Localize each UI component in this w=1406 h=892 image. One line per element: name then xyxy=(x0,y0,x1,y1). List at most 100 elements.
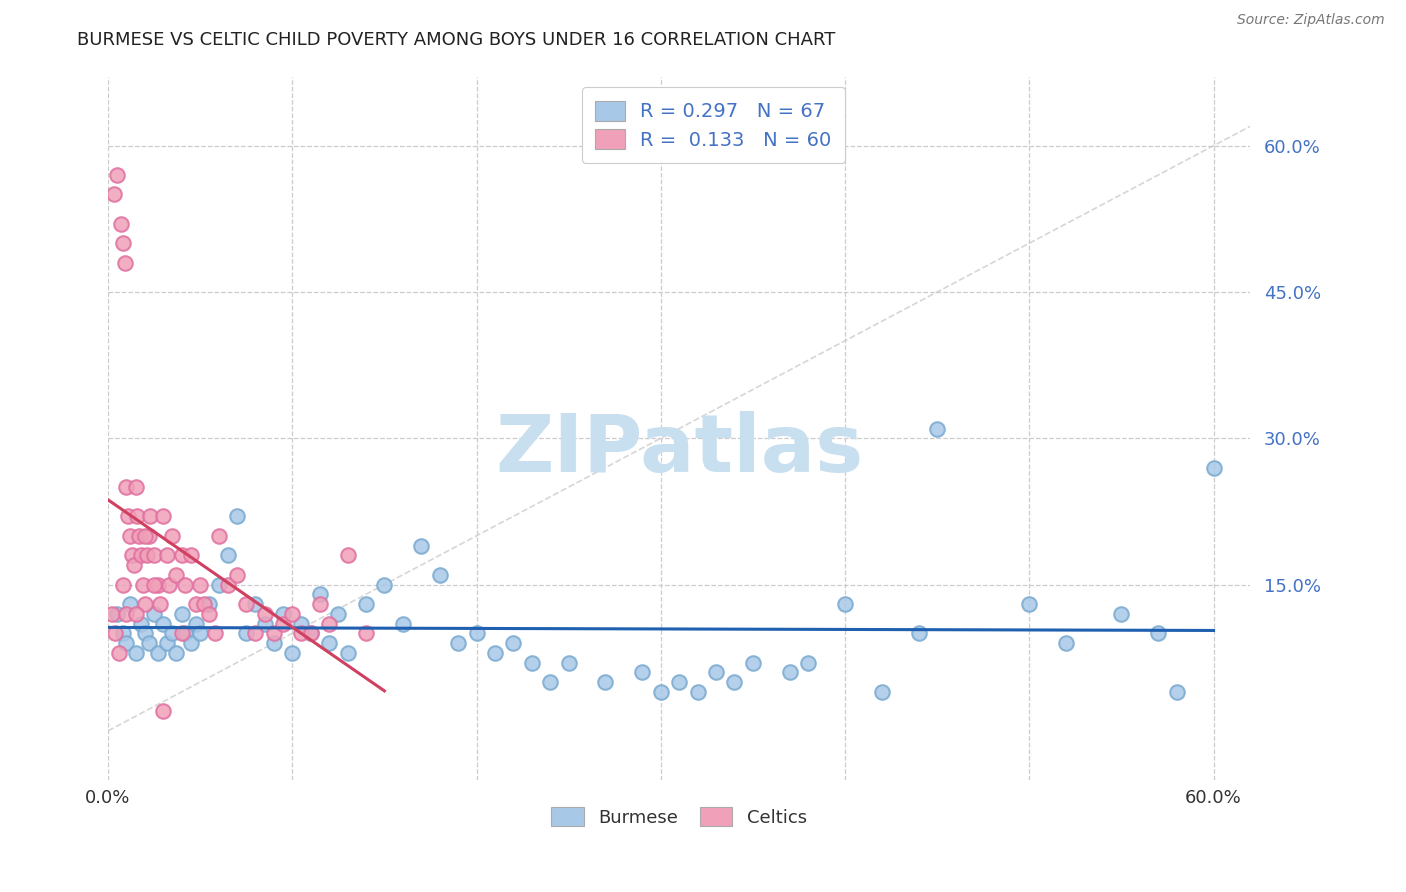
Point xyxy=(290,616,312,631)
Point xyxy=(122,558,145,572)
Point xyxy=(135,549,157,563)
Point xyxy=(207,529,229,543)
Point xyxy=(156,549,179,563)
Point xyxy=(198,607,221,621)
Point xyxy=(174,577,197,591)
Point xyxy=(704,665,727,680)
Point xyxy=(318,636,340,650)
Point xyxy=(1147,626,1170,640)
Text: ZIPatlas: ZIPatlas xyxy=(495,410,863,489)
Point xyxy=(595,675,617,690)
Point xyxy=(157,577,180,591)
Point xyxy=(253,607,276,621)
Point xyxy=(538,675,561,690)
Point xyxy=(336,646,359,660)
Point xyxy=(143,607,166,621)
Point xyxy=(686,685,709,699)
Point xyxy=(138,529,160,543)
Point xyxy=(557,656,579,670)
Point xyxy=(631,665,654,680)
Point xyxy=(156,636,179,650)
Point xyxy=(870,685,893,699)
Point xyxy=(143,549,166,563)
Point xyxy=(103,187,125,202)
Point xyxy=(271,616,294,631)
Point xyxy=(328,607,350,621)
Point xyxy=(271,607,294,621)
Point xyxy=(198,597,221,611)
Point xyxy=(104,626,127,640)
Point xyxy=(117,509,139,524)
Point xyxy=(165,567,187,582)
Point xyxy=(115,636,138,650)
Point xyxy=(152,704,174,718)
Point xyxy=(318,616,340,631)
Point xyxy=(1166,685,1188,699)
Point xyxy=(429,567,451,582)
Point xyxy=(170,607,193,621)
Point xyxy=(124,480,146,494)
Point xyxy=(124,646,146,660)
Point xyxy=(115,480,138,494)
Point xyxy=(309,597,332,611)
Point xyxy=(188,577,211,591)
Point xyxy=(111,577,134,591)
Point xyxy=(281,607,304,621)
Point xyxy=(108,646,131,660)
Point xyxy=(309,587,332,601)
Point xyxy=(502,636,524,650)
Point xyxy=(927,421,949,435)
Point xyxy=(180,549,202,563)
Point xyxy=(127,509,149,524)
Point xyxy=(650,685,672,699)
Point xyxy=(143,577,166,591)
Point xyxy=(235,597,257,611)
Point xyxy=(121,549,143,563)
Point xyxy=(105,607,128,621)
Point xyxy=(207,577,229,591)
Point xyxy=(245,597,267,611)
Point xyxy=(148,597,170,611)
Point xyxy=(354,626,377,640)
Point xyxy=(170,549,193,563)
Point xyxy=(263,636,285,650)
Point xyxy=(188,626,211,640)
Point xyxy=(779,665,801,680)
Point xyxy=(128,529,150,543)
Point xyxy=(162,626,184,640)
Point xyxy=(204,626,226,640)
Point xyxy=(186,616,208,631)
Point xyxy=(170,626,193,640)
Point xyxy=(1018,597,1040,611)
Point xyxy=(411,539,433,553)
Point xyxy=(723,675,745,690)
Point xyxy=(834,597,856,611)
Point xyxy=(391,616,413,631)
Point xyxy=(134,529,156,543)
Legend: Burmese, Celtics: Burmese, Celtics xyxy=(544,800,814,834)
Point xyxy=(114,256,136,270)
Point xyxy=(263,626,285,640)
Point xyxy=(129,616,152,631)
Point xyxy=(226,567,249,582)
Point xyxy=(110,217,132,231)
Point xyxy=(336,549,359,563)
Point xyxy=(235,626,257,640)
Point xyxy=(354,597,377,611)
Point xyxy=(111,626,134,640)
Point xyxy=(120,529,142,543)
Point xyxy=(217,549,239,563)
Point xyxy=(520,656,543,670)
Point xyxy=(465,626,488,640)
Point xyxy=(299,626,322,640)
Point xyxy=(484,646,506,660)
Point xyxy=(1111,607,1133,621)
Point xyxy=(146,646,169,660)
Point xyxy=(299,626,322,640)
Point xyxy=(797,656,820,670)
Point xyxy=(1202,460,1225,475)
Text: Source: ZipAtlas.com: Source: ZipAtlas.com xyxy=(1237,13,1385,28)
Point xyxy=(217,577,239,591)
Point xyxy=(245,626,267,640)
Point xyxy=(165,646,187,660)
